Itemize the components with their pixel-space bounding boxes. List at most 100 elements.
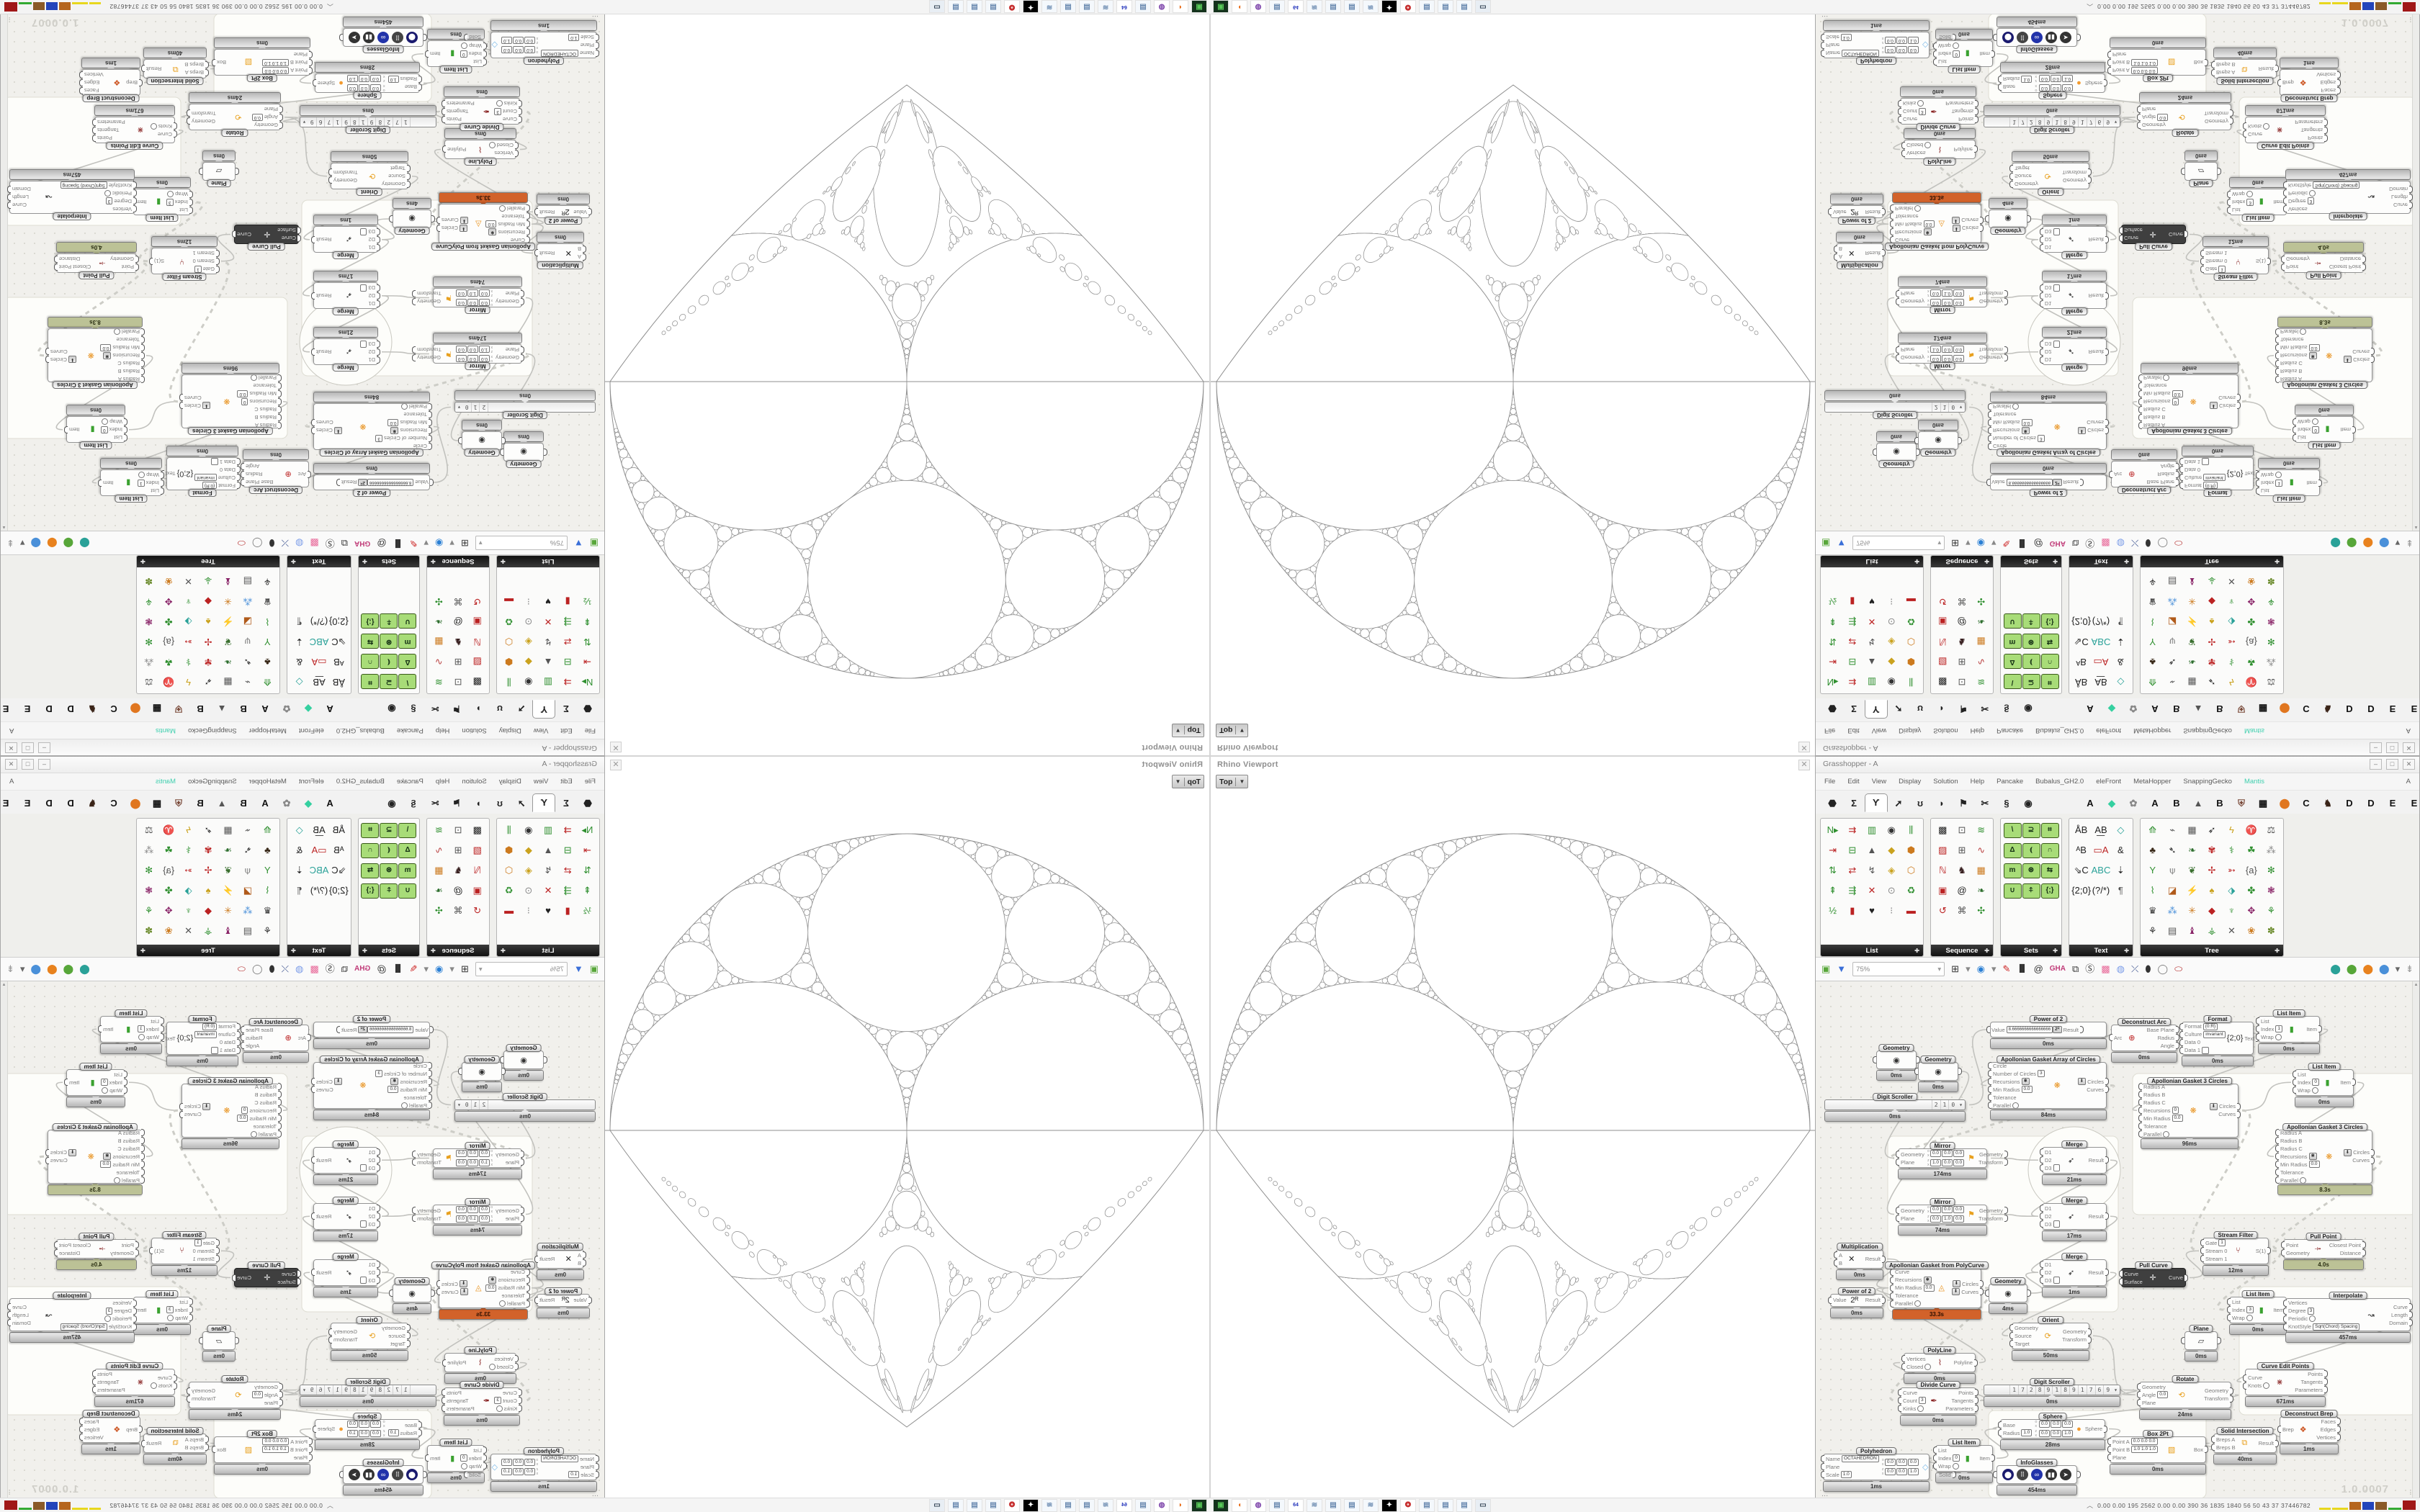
toolbar-icon[interactable]: ▾ (1966, 538, 1971, 549)
palette-component-icon[interactable]: ✻ (145, 865, 153, 876)
gh-component-interpolate[interactable]: Interpolate Vertices Degree 3 Periodic KnotSt… (7, 169, 137, 220)
palette-component-icon[interactable]: ❦ (2188, 636, 2197, 647)
gh-component-divide-curve[interactable]: Divide Curve Curve Count 3 Kinks ✒ Points Tange… (442, 86, 522, 131)
category-tab-icon[interactable]: Σ (563, 703, 569, 714)
palette-component-icon[interactable]: ♛ (263, 596, 272, 607)
gh-component-apollonian-gasket-3-circles[interactable]: Apollonian Gasket 3 Circles Radius A Radiu… (2275, 1123, 2375, 1195)
palette-component-icon[interactable]: ◇ (2117, 677, 2125, 688)
taskbar-icon-red-badge[interactable]: ❂ (1400, 0, 1416, 14)
gh-component-orient[interactable]: Orient Geometry Source Target ⟳ Geometry Trans… (2009, 151, 2092, 196)
category-tab-icon[interactable]: ⛨ (175, 798, 182, 809)
palette-component-icon[interactable]: ⬢ (1906, 657, 1916, 667)
toolbar-icon[interactable]: ◍ (2116, 538, 2125, 549)
palette-component-icon[interactable]: ☘ (2247, 657, 2256, 667)
save-file-icon[interactable]: ▼ (1837, 538, 1847, 549)
grasshopper-titlebar[interactable]: Grasshopper - A – □ ✕ (1816, 739, 2419, 755)
palette-component-icon[interactable]: ⁝ (526, 905, 530, 916)
palette-component-icon[interactable]: ⊛ (2022, 634, 2040, 649)
palette-component-icon[interactable]: ➳ (184, 865, 193, 876)
category-tab-icon[interactable]: B (197, 798, 204, 809)
palette-component-icon[interactable]: ¶ (297, 885, 302, 896)
category-tab-icon[interactable]: ⚑ (452, 798, 461, 809)
palette-component-icon[interactable]: ❦ (223, 865, 232, 876)
palette-component-icon[interactable]: ⬗ (184, 616, 192, 627)
palette-component-icon[interactable]: ✤ (2247, 616, 2256, 627)
taskbar-icon-notepad[interactable]: ▤ (1419, 1498, 1435, 1512)
palette-component-icon[interactable]: ∪ (2003, 883, 2022, 899)
palette-component-icon[interactable]: ✣ (1977, 905, 1986, 916)
category-tab-icon[interactable]: ➚ (1894, 703, 1903, 714)
category-tab-icon[interactable]: B (240, 703, 247, 714)
palette-component-icon[interactable]: ◉ (1887, 824, 1896, 835)
taskbar-icon-notepad[interactable]: ▤ (967, 1498, 982, 1512)
palette-component-icon[interactable]: ⫼ (506, 824, 511, 835)
toolbar-icon[interactable]: GHA (354, 539, 371, 547)
palette-component-icon[interactable]: ⌘ (1957, 596, 1967, 607)
category-tab-icon[interactable]: ▦ (2258, 798, 2268, 809)
taskbar-icon-gimp[interactable]: ◍ (1250, 0, 1266, 14)
canvas-scrollbar[interactable]: ▴ (2412, 11, 2419, 531)
palette-component-icon[interactable]: ⇣ (295, 865, 304, 876)
palette-tab-tree[interactable]: Tree ✚ (2141, 945, 2283, 956)
gh-component-apollonian-gasket-from-polycurve[interactable]: Apollonian Gasket from PolyCurve Curve Rec… (1884, 1261, 1989, 1320)
gh-component-orient[interactable]: Orient Geometry Source Target ⟳ Geometry Trans… (328, 151, 411, 196)
tray-expand-icon[interactable]: ︿ (326, 1502, 333, 1509)
palette-component-icon[interactable]: ♈ (163, 677, 175, 688)
palette-component-icon[interactable]: ♻ (1906, 616, 1916, 627)
palette-tab-expand-icon[interactable]: ✚ (501, 947, 506, 954)
gh-component-plane[interactable]: Plane ▱ 0ms (199, 1325, 239, 1362)
gh-component-apollonian-gasket-3-circles[interactable]: Apollonian Gasket 3 Circles Radius A Radiu… (2275, 317, 2375, 389)
palette-component-icon[interactable]: ⚘ (2267, 905, 2276, 916)
category-tab-icon[interactable]: ◗ (1939, 798, 1945, 809)
gh-component-deconstruct-brep[interactable]: Deconstruct Brep Brep ❖ Faces Edges Vertices 1… (2277, 1410, 2341, 1454)
toolbar-icon[interactable]: Ⓢ (2085, 538, 2095, 549)
palette-component-icon[interactable]: N▸ (1827, 824, 1839, 835)
palette-component-icon[interactable]: ❧ (223, 845, 232, 855)
gh-component-geometry[interactable]: Geometry ◉ 4ms (1985, 198, 2031, 235)
palette-component-icon[interactable]: ÅB (332, 677, 346, 688)
category-tab-icon[interactable]: ▲ (2193, 798, 2203, 809)
menu-item-edit[interactable]: Edit (1847, 778, 1860, 786)
palette-component-icon[interactable]: ⟰ (2148, 824, 2157, 835)
palette-component-icon[interactable]: ◆ (205, 596, 212, 607)
category-tab-icon[interactable]: ⬣ (583, 703, 592, 714)
palette-component-icon[interactable]: ◉ (524, 824, 533, 835)
toolbar-overflow-icon[interactable]: ⇟ (6, 538, 14, 549)
palette-component-icon[interactable]: ▣ (472, 616, 482, 627)
palette-component-icon[interactable]: ⌁ (244, 824, 251, 835)
palette-component-icon[interactable]: ▩ (1938, 824, 1948, 835)
gh-component-multiplication[interactable]: Multiplication A B ✕ Result 0ms (1834, 1243, 1886, 1280)
gh-component-merge[interactable]: Merge D1 D2 D3 ➶ Result 17ms (2040, 1197, 2109, 1241)
palette-tab-sequence[interactable]: Sequence ✚ (427, 945, 489, 956)
palette-component-icon[interactable]: ∪ (398, 883, 417, 899)
palette-component-icon[interactable]: ▥ (543, 824, 553, 835)
canvas-resize-grip[interactable]: ⠿ (2409, 1490, 2415, 1498)
palette-tab-expand-icon[interactable]: ✚ (2053, 558, 2058, 565)
gh-component-list-item[interactable]: List Item List Index 0 Wrap ▮ Item 0ms (1933, 1439, 1995, 1483)
canvas-scrollbar[interactable]: ▴ (1, 981, 8, 1501)
gh-component-curve-edit-points[interactable]: Curve Edit Points Curve Knots ⋇ Points Tangen… (2243, 1362, 2328, 1407)
category-tab-icon[interactable]: § (2004, 703, 2009, 714)
palette-tab-text[interactable]: Text ✚ (287, 945, 351, 956)
palette-component-icon[interactable]: ↺ (473, 905, 482, 916)
menu-item-metahopper[interactable]: MetaHopper (2133, 778, 2172, 786)
category-tab-icon[interactable]: E (2411, 798, 2418, 809)
gh-component-apollonian-gasket-3-circles[interactable]: Apollonian Gasket 3 Circles Radius A Radiu… (179, 363, 282, 435)
palette-component-icon[interactable]: Y (2149, 636, 2156, 647)
toolbar-icon[interactable]: ◯ (2157, 538, 2169, 549)
palette-component-icon[interactable]: ⊇ (2022, 822, 2040, 838)
palette-component-icon[interactable]: \ (2003, 822, 2022, 838)
palette-component-icon[interactable]: @ (453, 885, 463, 896)
palette-component-icon[interactable]: ↯ (544, 636, 552, 647)
palette-component-icon[interactable]: ⊟ (563, 845, 572, 855)
palette-component-icon[interactable]: ❧ (1977, 616, 1986, 627)
palette-tab-tree[interactable]: Tree ✚ (137, 556, 279, 567)
palette-component-icon[interactable]: ⟰ (263, 677, 272, 688)
palette-component-icon[interactable]: ✕ (2227, 925, 2236, 936)
taskbar-icon-terminal[interactable]: ▣ (1191, 0, 1207, 14)
category-tab-icon[interactable]: A (261, 798, 269, 809)
palette-component-icon[interactable]: ⍦ (2169, 636, 2176, 647)
palette-component-icon[interactable]: ◆ (524, 657, 532, 667)
category-tab-icon[interactable]: ✿ (2129, 703, 2138, 714)
category-tab-icon[interactable]: A (2087, 798, 2094, 809)
